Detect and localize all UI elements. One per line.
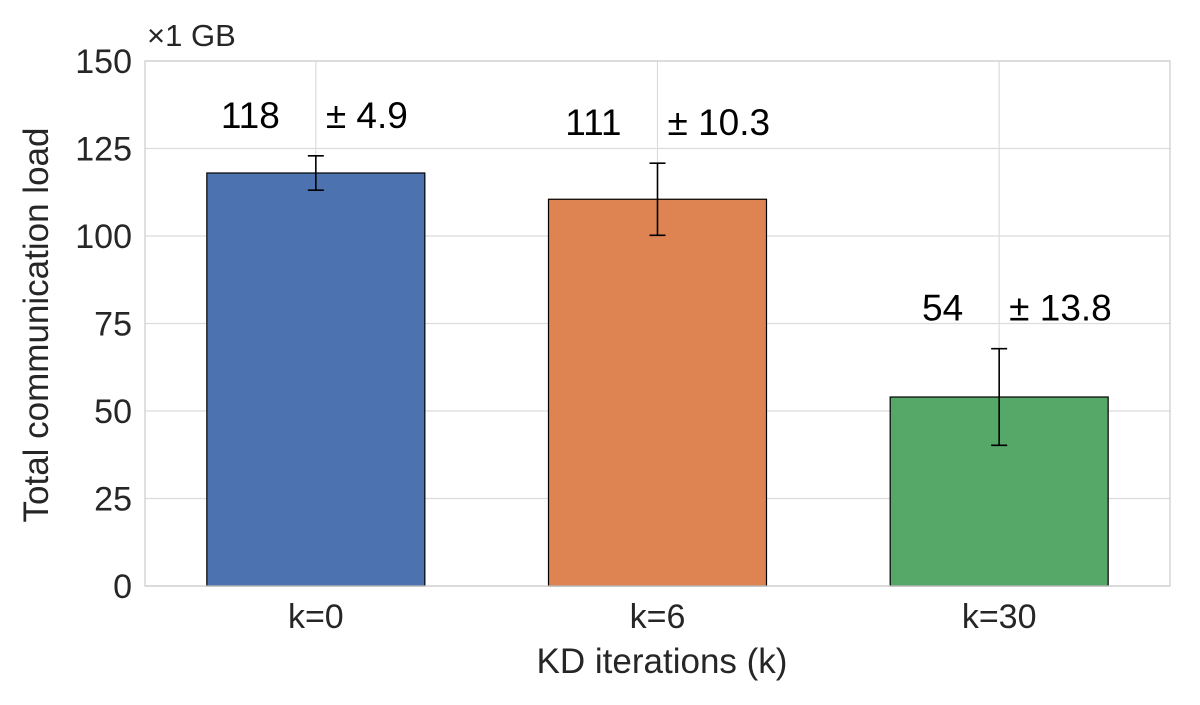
scale-label: ×1 GB <box>147 18 236 53</box>
error-bars-layer <box>307 155 1008 447</box>
y-tick-label: 0 <box>113 568 132 606</box>
x-tick-label: k=30 <box>962 598 1037 636</box>
x-axis-title: KD iterations (k) <box>537 642 788 681</box>
y-tick-label: 100 <box>75 218 132 256</box>
bar-error-label: ± 13.8 <box>1009 288 1112 329</box>
bar-k-0 <box>206 172 426 587</box>
y-axis-title: Total communication load <box>17 128 56 523</box>
y-tick-label: 25 <box>94 481 132 519</box>
x-tick-labels: k=0 k=6 k=30 <box>288 598 1037 636</box>
bar-error-label: ± 4.9 <box>326 95 408 136</box>
data-labels: 118 ± 4.9 111 ± 10.3 54 ± 13.8 <box>221 95 1112 329</box>
bar-value-label: 54 <box>922 288 963 329</box>
bar-value-label: 111 <box>565 102 621 143</box>
y-tick-label: 50 <box>94 393 132 431</box>
x-tick-label: k=0 <box>288 598 344 636</box>
bar-k-6 <box>547 198 768 587</box>
x-tick-label: k=6 <box>630 598 686 636</box>
bar-error-label: ± 10.3 <box>668 102 771 143</box>
y-tick-label: 75 <box>94 306 132 344</box>
plot-frame <box>144 60 1171 587</box>
y-tick-labels: 0 25 50 75 100 125 150 <box>75 43 132 606</box>
y-tick-label: 150 <box>75 43 132 81</box>
y-tick-label: 125 <box>75 131 132 169</box>
bar-value-label: 118 <box>221 95 280 136</box>
